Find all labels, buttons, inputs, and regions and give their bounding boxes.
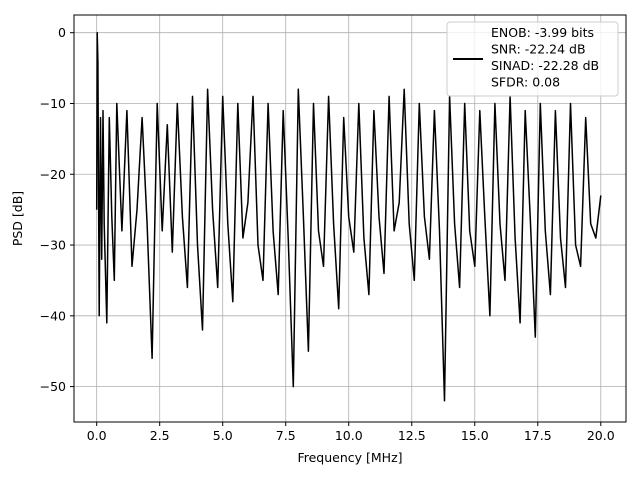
x-tick-label: 0.0 bbox=[87, 428, 107, 443]
legend-sfdr: SFDR: 0.08 bbox=[491, 75, 560, 90]
legend-enob: ENOB: -3.99 bits bbox=[491, 25, 594, 40]
x-tick-label: 7.5 bbox=[276, 428, 296, 443]
y-tick-label: 0 bbox=[58, 25, 66, 40]
legend: ENOB: -3.99 bits SNR: -22.24 dB SINAD: -… bbox=[446, 21, 619, 97]
tick-layer: 0.0 2.5 5.0 7.5 10.0 12.5 15.0 17.5 20.0 0 −10 −20 −… bbox=[40, 25, 615, 443]
x-axis-label: Frequency [MHz] bbox=[297, 450, 402, 465]
x-tick-label: 12.5 bbox=[398, 428, 426, 443]
x-tick-label: 15.0 bbox=[461, 428, 489, 443]
y-tick-label: −40 bbox=[40, 308, 66, 323]
x-tick-label: 10.0 bbox=[335, 428, 363, 443]
x-tick-label: 2.5 bbox=[150, 428, 170, 443]
y-tick-label: −50 bbox=[40, 379, 66, 394]
x-tick-label: 17.5 bbox=[524, 428, 552, 443]
plot-frame bbox=[73, 14, 627, 423]
x-tick-label: 5.0 bbox=[213, 428, 233, 443]
legend-sinad: SINAD: -22.28 dB bbox=[491, 58, 599, 73]
x-tick-label: 20.0 bbox=[587, 428, 615, 443]
y-axis-label: PSD [dB] bbox=[10, 191, 25, 246]
legend-snr: SNR: -22.24 dB bbox=[491, 42, 586, 57]
y-tick-label: −10 bbox=[40, 96, 66, 111]
y-tick-label: −30 bbox=[40, 238, 66, 253]
legend-box bbox=[446, 21, 619, 97]
y-tick-label: −20 bbox=[40, 167, 66, 182]
